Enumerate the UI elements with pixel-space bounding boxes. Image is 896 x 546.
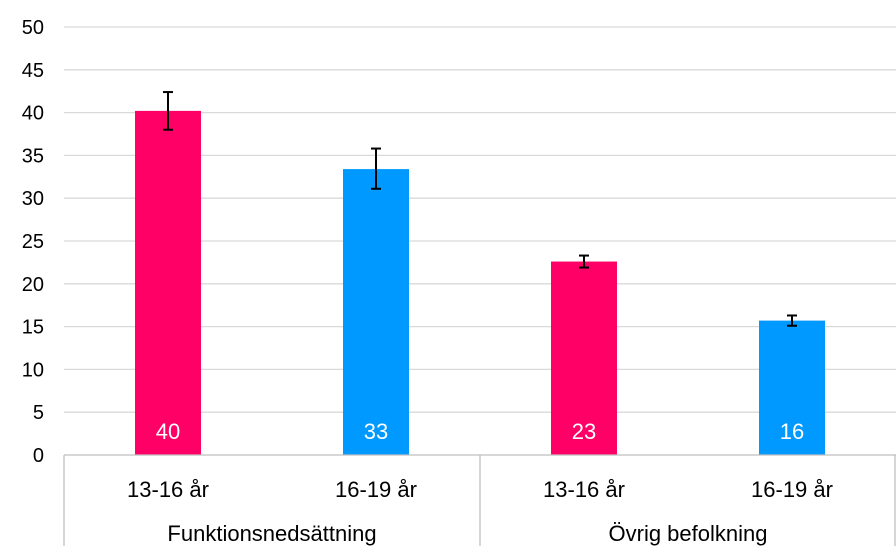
y-tick-label: 20 [22, 274, 44, 296]
x-axis: Funktionsnedsättning 13-16 år 16-19 år Övri… [63, 454, 896, 546]
category-label: 13-16 år [543, 477, 625, 502]
bar [343, 169, 409, 455]
y-tick-label: 35 [22, 145, 44, 167]
y-tick-label: 50 [22, 17, 44, 39]
bar [135, 110, 201, 455]
data-label: 23 [572, 419, 596, 444]
gridlines [64, 26, 896, 413]
data-label: 33 [364, 419, 388, 444]
category-label: 16-19 år [335, 477, 417, 502]
bar [759, 320, 825, 455]
y-tick-label: 10 [22, 359, 44, 381]
group-label: Övrig befolkning [609, 521, 768, 546]
y-tick-label: 0 [33, 445, 44, 467]
data-label: 16 [780, 419, 804, 444]
y-tick-label: 5 [33, 402, 44, 424]
group-label: Funktionsnedsättning [167, 521, 376, 546]
y-axis-ticks: 0 5 10 15 20 25 30 35 40 45 50 [22, 17, 44, 467]
category-label: 13-16 år [127, 477, 209, 502]
y-tick-label: 45 [22, 60, 44, 82]
y-tick-label: 40 [22, 103, 44, 125]
y-tick-label: 25 [22, 231, 44, 253]
category-label: 16-19 år [751, 477, 833, 502]
data-label: 40 [156, 419, 180, 444]
y-tick-label: 30 [22, 188, 44, 210]
bars: 40 33 23 16 [135, 91, 825, 455]
bar [551, 261, 617, 455]
y-tick-label: 15 [22, 317, 44, 339]
